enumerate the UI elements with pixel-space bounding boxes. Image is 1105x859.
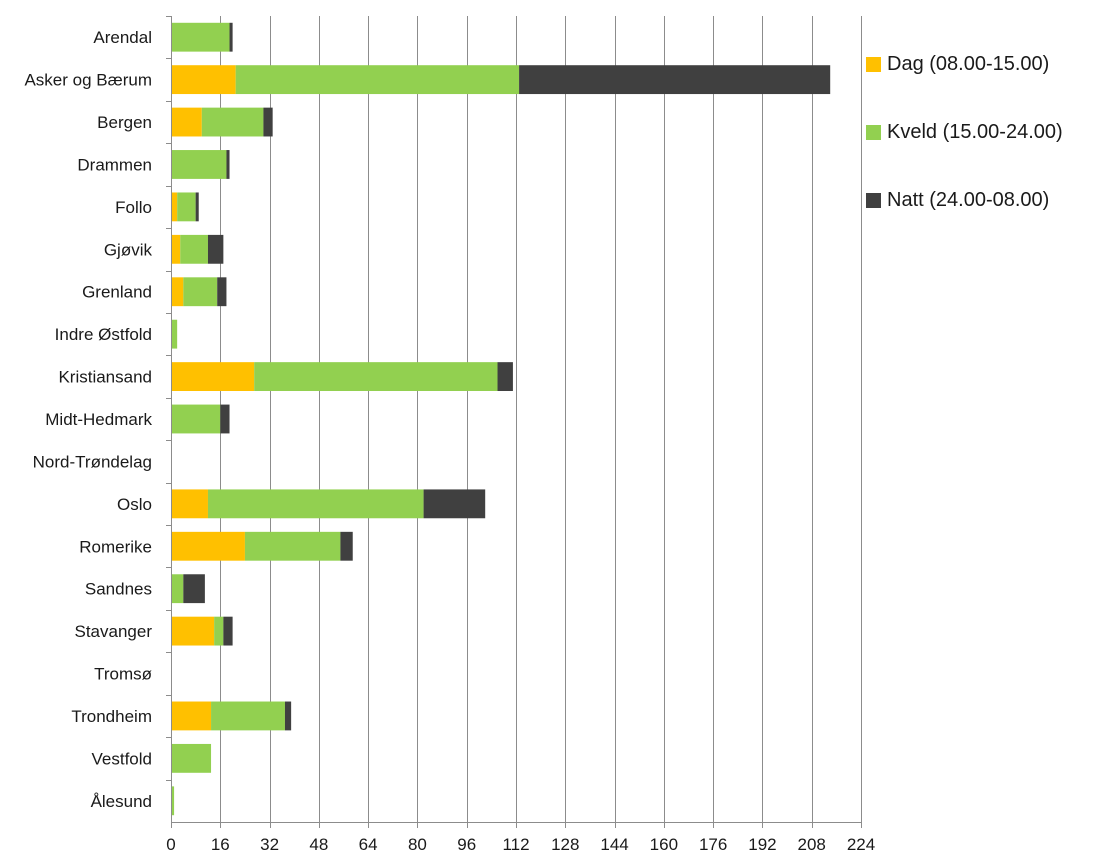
x-tick-label: 192 — [748, 835, 776, 854]
category-label: Trondheim — [71, 707, 152, 726]
category-label: Asker og Bærum — [24, 71, 152, 90]
bar-segment — [423, 489, 486, 519]
bar-segment — [183, 574, 205, 604]
bar-segment — [171, 362, 255, 392]
legend-item-natt: Natt (24.00-08.00) — [866, 166, 1063, 234]
labels: 0 16 32 48 64 80 96 112 128 144 160 176 192 208 224 Are… — [24, 28, 875, 854]
legend: Dag (08.00-15.00) Kveld (15.00-24.00) Na… — [866, 30, 1063, 234]
bar-segment — [497, 362, 513, 392]
legend-swatch-dag — [866, 56, 881, 72]
bar-segment — [519, 65, 831, 95]
category-label: Follo — [115, 198, 152, 217]
category-label: Romerike — [79, 537, 152, 556]
category-label: Gjøvik — [104, 240, 153, 259]
bar-segment — [211, 701, 285, 731]
x-tick-label: 0 — [166, 835, 175, 854]
bar-segment — [171, 150, 227, 179]
bar-segment — [183, 277, 218, 307]
bar-segment — [201, 107, 264, 137]
bar-segment — [263, 107, 273, 137]
category-label: Kristiansand — [58, 368, 152, 387]
bar-segment — [171, 107, 202, 137]
x-tick-label: 128 — [551, 835, 579, 854]
bar-segment — [171, 489, 208, 519]
bar-segment — [171, 22, 230, 52]
x-tick-label: 16 — [211, 835, 230, 854]
bar-segment — [171, 701, 212, 731]
category-label: Tromsø — [94, 665, 152, 684]
legend-label-kveld: Kveld (15.00-24.00) — [887, 120, 1063, 143]
x-tick-label: 48 — [309, 835, 328, 854]
category-label: Ålesund — [91, 792, 152, 811]
bar-segment — [171, 65, 236, 95]
x-tick-label: 160 — [650, 835, 678, 854]
category-label: Nord-Trøndelag — [33, 452, 152, 471]
bar-segment — [226, 150, 230, 179]
gridlines — [220, 16, 862, 822]
bar-segment — [171, 743, 212, 773]
bar-segment — [171, 234, 181, 264]
x-tick-label: 224 — [847, 835, 875, 854]
bar-segment — [207, 489, 424, 519]
category-label: Indre Østfold — [55, 325, 152, 344]
bar-segment — [254, 362, 498, 392]
category-label: Midt-Hedmark — [45, 410, 152, 429]
x-tick-label: 80 — [408, 835, 427, 854]
bar-segment — [207, 234, 224, 264]
bar-segment — [284, 701, 292, 731]
legend-label-natt: Natt (24.00-08.00) — [887, 188, 1050, 211]
bar-segment — [171, 277, 184, 307]
category-label: Stavanger — [75, 622, 153, 641]
x-tick-label: 64 — [359, 835, 378, 854]
legend-swatch-kveld — [866, 124, 881, 140]
legend-swatch-natt — [866, 192, 881, 208]
bar-segment — [235, 65, 520, 95]
bar-segment — [171, 531, 245, 561]
bar-segment — [214, 616, 224, 646]
bar-segment — [171, 786, 175, 816]
bar-segment — [229, 22, 233, 52]
category-label: Oslo — [117, 495, 152, 514]
axes — [166, 16, 862, 828]
category-label: Drammen — [77, 155, 152, 174]
bar-segment — [171, 319, 178, 349]
x-tick-label: 176 — [699, 835, 727, 854]
bar-segment — [177, 192, 196, 222]
bar-segment — [217, 277, 227, 307]
x-tick-label: 32 — [260, 835, 279, 854]
category-label: Arendal — [93, 28, 152, 47]
category-label: Sandnes — [85, 580, 152, 599]
legend-label-dag: Dag (08.00-15.00) — [887, 52, 1050, 75]
category-label: Vestfold — [92, 749, 153, 768]
bars — [171, 22, 831, 816]
x-tick-label: 208 — [798, 835, 826, 854]
bar-segment — [340, 531, 353, 561]
bar-segment — [171, 192, 178, 222]
legend-item-dag: Dag (08.00-15.00) — [866, 30, 1063, 98]
legend-item-kveld: Kveld (15.00-24.00) — [866, 98, 1063, 166]
bar-segment — [244, 531, 341, 561]
category-label: Grenland — [82, 283, 152, 302]
bar-segment — [223, 616, 233, 646]
bar-segment — [171, 616, 215, 646]
bar-segment — [220, 404, 230, 434]
category-label: Bergen — [97, 113, 152, 132]
bar-segment — [195, 192, 199, 222]
bar-segment — [171, 404, 221, 434]
bar-segment — [171, 574, 184, 604]
x-tick-label: 144 — [600, 835, 628, 854]
bar-segment — [180, 234, 208, 264]
x-tick-label: 96 — [457, 835, 476, 854]
x-tick-label: 112 — [502, 835, 529, 854]
